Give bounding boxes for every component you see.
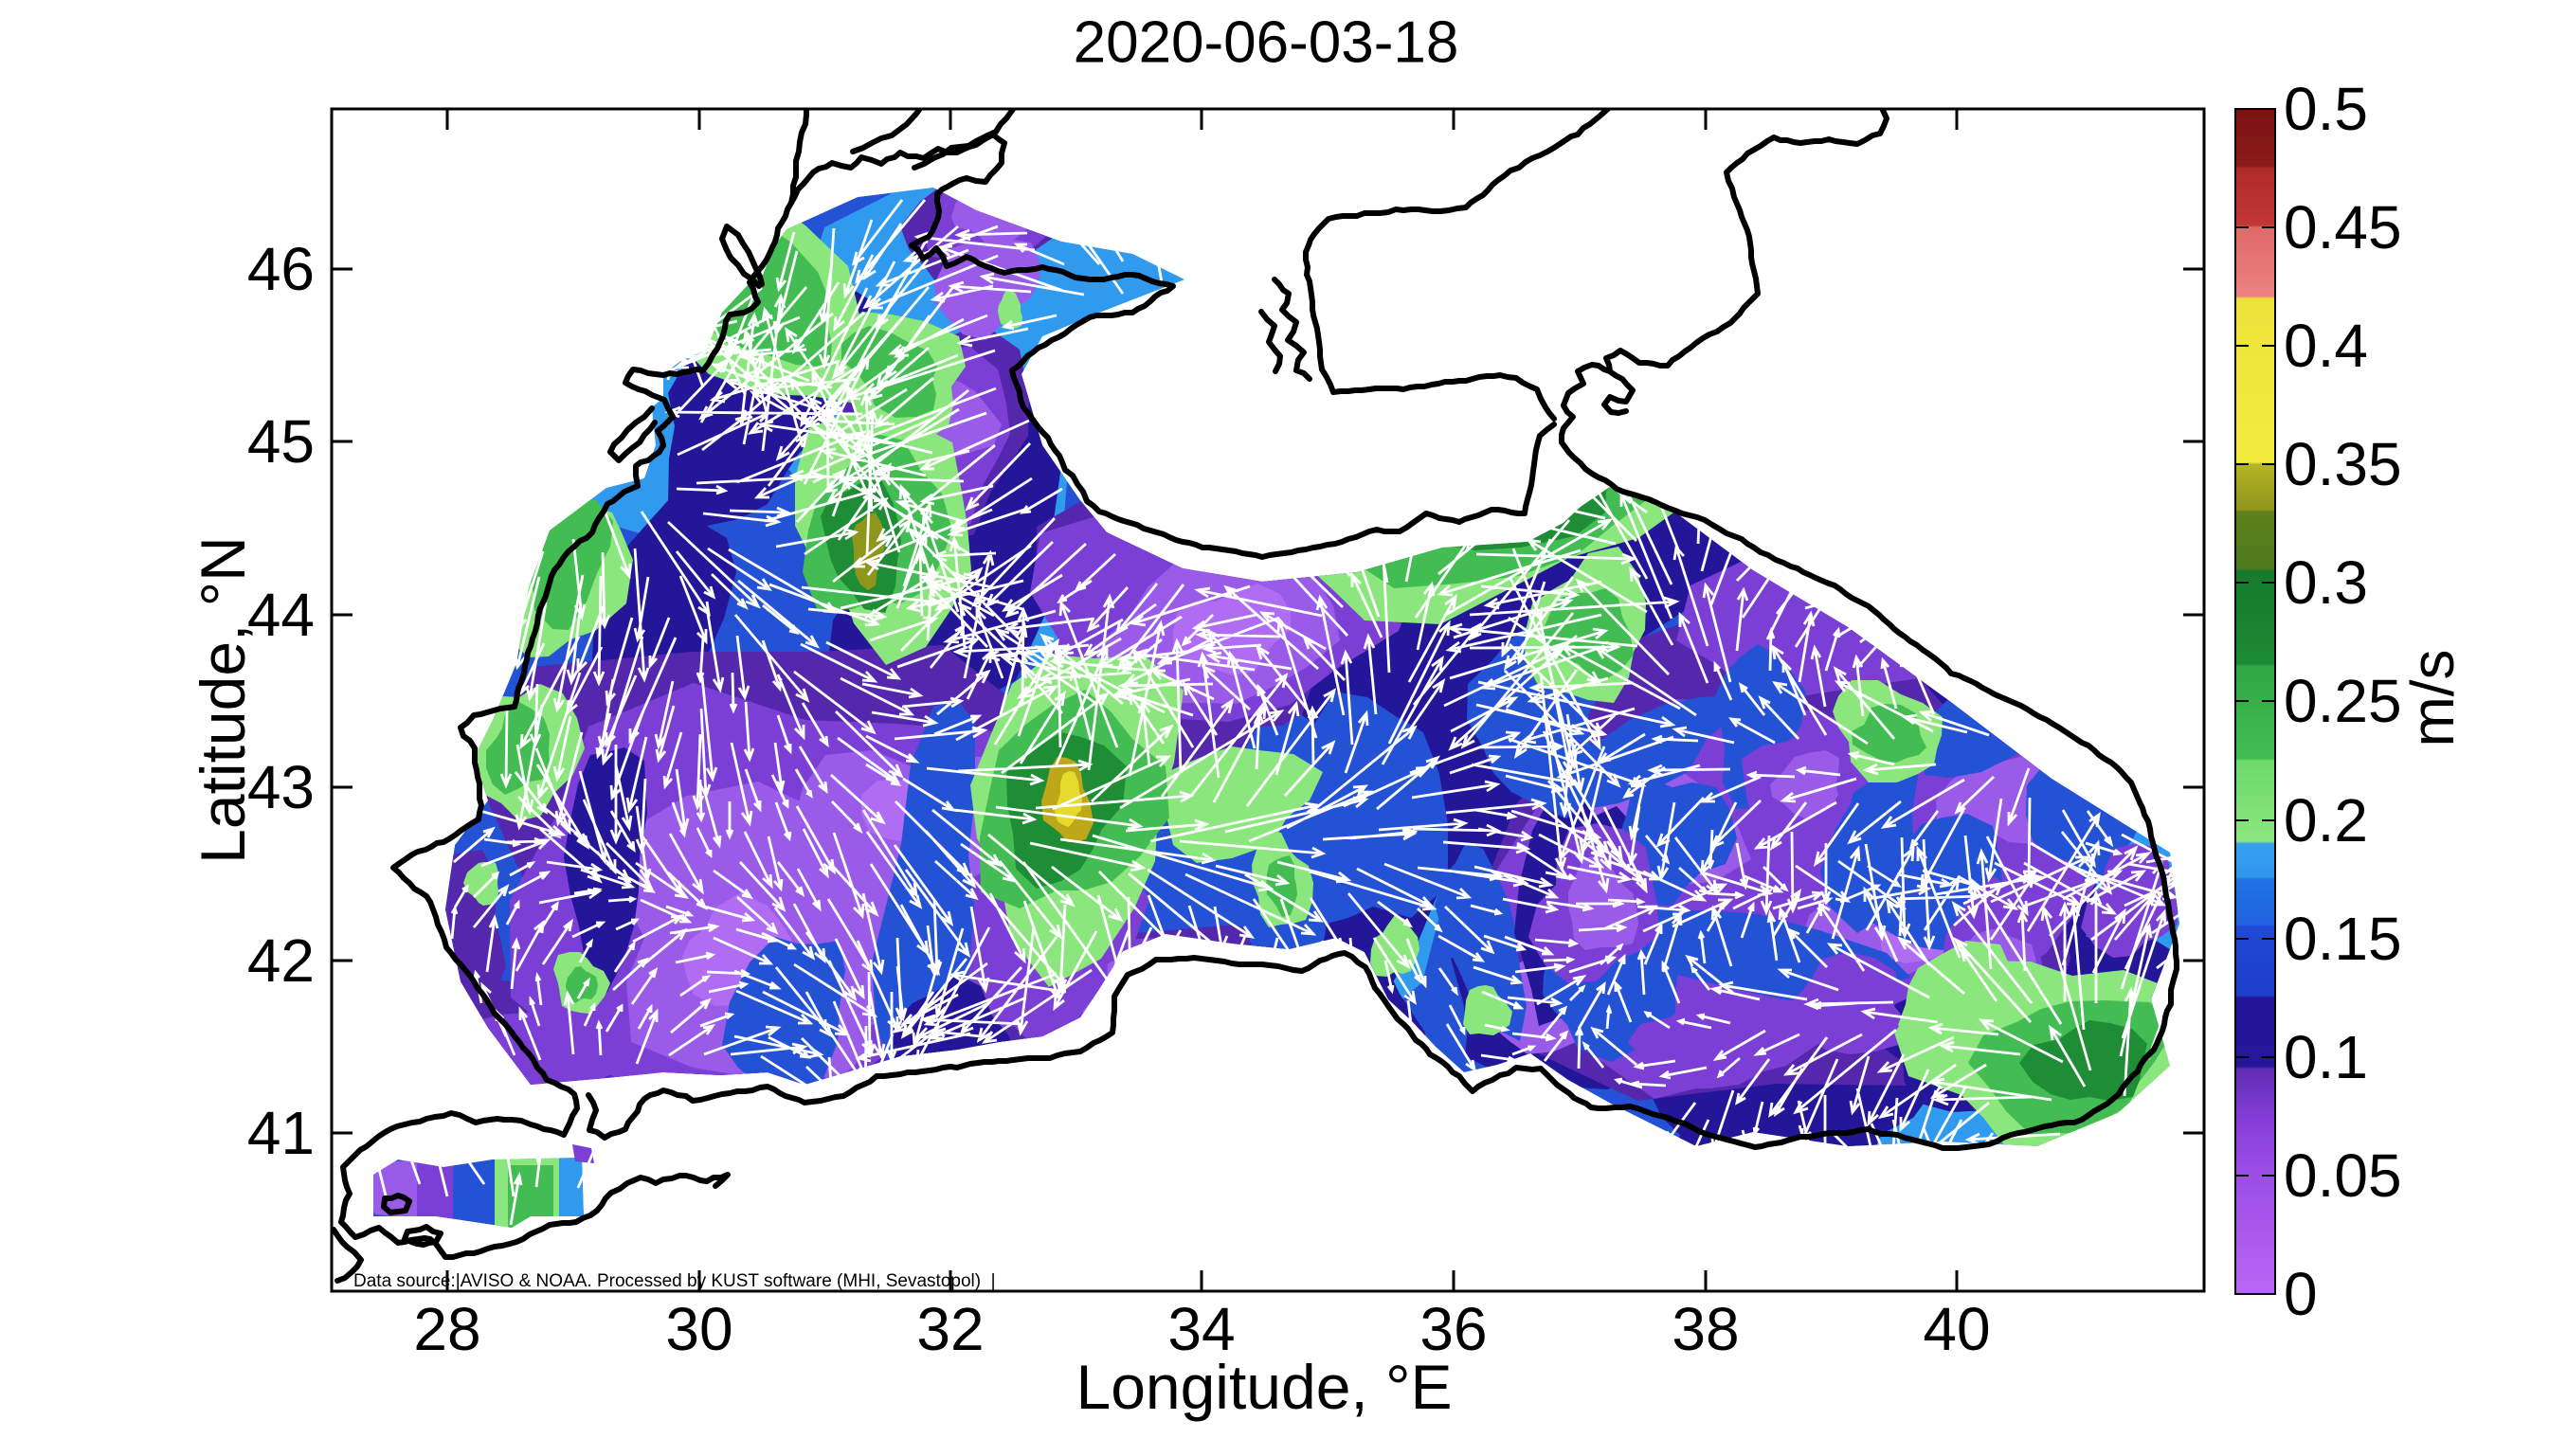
svg-text:0.2: 0.2 <box>2284 786 2368 854</box>
svg-text:Latitude, °N: Latitude, °N <box>188 536 258 864</box>
svg-text:41: 41 <box>247 1099 315 1167</box>
svg-text:0.35: 0.35 <box>2284 430 2402 498</box>
svg-text:0.15: 0.15 <box>2284 905 2402 973</box>
svg-text:34: 34 <box>1167 1295 1235 1363</box>
svg-text:Longitude, °E: Longitude, °E <box>1076 1352 1452 1422</box>
svg-text:42: 42 <box>247 926 315 995</box>
svg-text:43: 43 <box>247 753 315 821</box>
svg-text:32: 32 <box>916 1295 984 1363</box>
svg-text:0.1: 0.1 <box>2284 1023 2368 1091</box>
svg-text:30: 30 <box>665 1295 732 1363</box>
svg-text:0.45: 0.45 <box>2284 193 2402 261</box>
svg-text:0.4: 0.4 <box>2284 312 2368 380</box>
svg-text:45: 45 <box>247 407 315 476</box>
svg-text:0: 0 <box>2284 1260 2318 1328</box>
svg-text:28: 28 <box>413 1295 480 1363</box>
svg-text:0.05: 0.05 <box>2284 1141 2402 1210</box>
svg-text:m/s: m/s <box>2398 649 2467 746</box>
svg-text:0.3: 0.3 <box>2284 548 2368 617</box>
svg-text:0.5: 0.5 <box>2284 75 2368 143</box>
svg-text:2020-06-03-18: 2020-06-03-18 <box>1074 10 1459 76</box>
svg-text:36: 36 <box>1419 1295 1487 1363</box>
svg-text:44: 44 <box>247 581 315 649</box>
svg-text:46: 46 <box>247 235 315 303</box>
svg-text:Data source:|AVISO & NOAA. Pro: Data source:|AVISO & NOAA. Processed by … <box>353 1271 996 1291</box>
svg-text:40: 40 <box>1923 1295 1990 1363</box>
svg-text:38: 38 <box>1672 1295 1739 1363</box>
svg-text:0.25: 0.25 <box>2284 667 2402 735</box>
